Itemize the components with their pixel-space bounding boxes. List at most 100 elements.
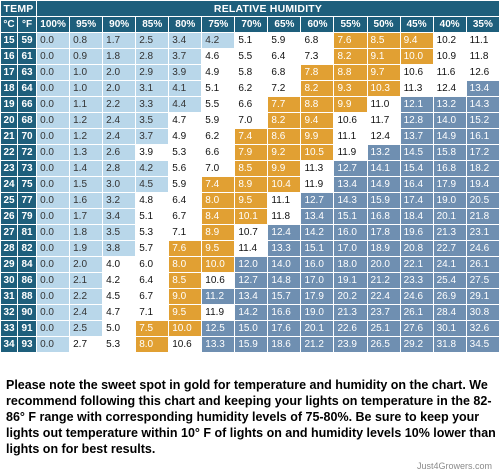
vpd-value-cell: 14.0 — [432, 112, 467, 129]
vpd-value-cell: 2.0 — [102, 80, 137, 97]
vpd-value-cell: 0.0 — [36, 304, 71, 321]
vpd-value-cell: 11.8 — [465, 48, 500, 65]
temp-celsius-cell: 17 — [0, 64, 19, 81]
vpd-value-cell: 7.1 — [168, 224, 203, 241]
vpd-value-cell: 16.0 — [333, 224, 368, 241]
table-row: 20 68 0.0 1.2 2.4 3.5 4.7 5.9 7.0 8.2 9.4 10.6 11.7 1… — [0, 112, 500, 129]
temp-celsius-cell: 24 — [0, 176, 19, 193]
vpd-value-cell: 0.0 — [36, 144, 71, 161]
vpd-value-cell: 1.2 — [69, 128, 104, 145]
vpd-value-cell: 0.0 — [36, 192, 71, 209]
temp-fahrenheit-cell: 68 — [17, 112, 38, 129]
vpd-value-cell: 11.9 — [300, 176, 335, 193]
vpd-value-cell: 12.4 — [366, 128, 401, 145]
vpd-value-cell: 23.9 — [333, 336, 368, 353]
temp-celsius-cell: 20 — [0, 112, 19, 129]
vpd-value-cell: 16.0 — [300, 256, 335, 273]
relative-humidity-header: RELATIVE HUMIDITY — [36, 0, 500, 17]
vpd-value-cell: 9.9 — [300, 128, 335, 145]
vpd-value-cell: 8.6 — [267, 128, 302, 145]
vpd-value-cell: 6.4 — [135, 272, 170, 289]
table-row: 28 82 0.0 1.9 3.8 5.7 7.6 9.5 11.4 13.3 15.1 17.0 18… — [0, 240, 500, 257]
vpd-value-cell: 3.8 — [102, 240, 137, 257]
vpd-value-cell: 8.5 — [234, 160, 269, 177]
humidity-column-header: 100% — [36, 16, 71, 33]
vpd-value-cell: 21.2 — [300, 336, 335, 353]
vpd-value-cell: 1.0 — [69, 80, 104, 97]
vpd-value-cell: 11.8 — [267, 208, 302, 225]
vpd-value-cell: 2.8 — [102, 160, 137, 177]
vpd-value-cell: 11.0 — [366, 96, 401, 113]
vpd-value-cell: 5.6 — [168, 160, 203, 177]
vpd-value-cell: 19.1 — [333, 272, 368, 289]
vpd-value-cell: 28.4 — [432, 304, 467, 321]
vpd-value-cell: 3.0 — [102, 176, 137, 193]
table-row: 21 70 0.0 1.2 2.4 3.7 4.9 6.2 7.4 8.6 9.9 11.1 12.4 1… — [0, 128, 500, 145]
humidity-column-header: 90% — [102, 16, 137, 33]
vpd-value-cell: 17.0 — [333, 240, 368, 257]
vpd-value-cell: 8.2 — [267, 112, 302, 129]
table-row: 17 63 0.0 1.0 2.0 2.9 3.9 4.9 5.8 6.8 7.8 8.8 9.7 10.… — [0, 64, 500, 81]
vpd-value-cell: 0.0 — [36, 32, 71, 49]
temp-celsius-cell: 25 — [0, 192, 19, 209]
vpd-value-cell: 7.0 — [201, 160, 236, 177]
vpd-value-cell: 17.6 — [267, 320, 302, 337]
vpd-value-cell: 15.7 — [267, 288, 302, 305]
vpd-value-cell: 0.0 — [36, 64, 71, 81]
vpd-value-cell: 24.6 — [465, 240, 500, 257]
temp-celsius-cell: 33 — [0, 320, 19, 337]
vpd-value-cell: 5.5 — [201, 96, 236, 113]
vpd-value-cell: 0.0 — [36, 240, 71, 257]
vpd-value-cell: 4.8 — [135, 192, 170, 209]
vpd-value-cell: 5.1 — [201, 80, 236, 97]
vpd-value-cell: 14.2 — [300, 224, 335, 241]
humidity-column-header: 95% — [69, 16, 104, 33]
vpd-value-cell: 26.1 — [465, 256, 500, 273]
vpd-value-cell: 7.4 — [201, 176, 236, 193]
vpd-value-cell: 3.5 — [102, 224, 137, 241]
temp-fahrenheit-cell: 64 — [17, 80, 38, 97]
vpd-value-cell: 9.0 — [168, 288, 203, 305]
vpd-value-cell: 10.4 — [267, 176, 302, 193]
vpd-value-cell: 25.1 — [366, 320, 401, 337]
vpd-value-cell: 15.0 — [234, 320, 269, 337]
humidity-column-header: 65% — [267, 16, 302, 33]
vpd-value-cell: 7.5 — [135, 320, 170, 337]
temp-celsius-cell: 19 — [0, 96, 19, 113]
vpd-value-cell: 4.9 — [201, 64, 236, 81]
vpd-value-cell: 4.7 — [102, 304, 137, 321]
vpd-value-cell: 1.7 — [69, 208, 104, 225]
vpd-value-cell: 1.6 — [69, 192, 104, 209]
vpd-value-cell: 9.9 — [333, 96, 368, 113]
vpd-value-cell: 7.1 — [135, 304, 170, 321]
vpd-value-cell: 11.9 — [201, 304, 236, 321]
temp-fahrenheit-cell: 81 — [17, 224, 38, 241]
vpd-value-cell: 10.1 — [234, 208, 269, 225]
vpd-value-cell: 1.1 — [69, 96, 104, 113]
vpd-value-cell: 20.0 — [366, 256, 401, 273]
vpd-value-cell: 23.1 — [465, 224, 500, 241]
vpd-value-cell: 2.4 — [102, 112, 137, 129]
vpd-value-cell: 14.1 — [366, 160, 401, 177]
vpd-value-cell: 5.9 — [267, 32, 302, 49]
vpd-value-cell: 16.8 — [432, 160, 467, 177]
vpd-value-cell: 29.2 — [399, 336, 434, 353]
vpd-value-cell: 2.2 — [102, 96, 137, 113]
vpd-value-cell: 15.4 — [399, 160, 434, 177]
vpd-value-cell: 7.7 — [267, 96, 302, 113]
vpd-value-cell: 5.1 — [234, 32, 269, 49]
table-row: 30 86 0.0 2.1 4.2 6.4 8.5 10.6 12.7 14.8 17.0 19.1 2… — [0, 272, 500, 289]
temp-celsius-cell: 30 — [0, 272, 19, 289]
table-row: 26 79 0.0 1.7 3.4 5.1 6.7 8.4 10.1 11.8 13.4 15.1 16… — [0, 208, 500, 225]
vpd-value-cell: 8.8 — [333, 64, 368, 81]
vpd-value-cell: 23.3 — [399, 272, 434, 289]
vpd-value-cell: 1.9 — [69, 240, 104, 257]
vpd-value-cell: 3.7 — [168, 48, 203, 65]
vpd-value-cell: 14.3 — [465, 96, 500, 113]
vpd-value-cell: 5.3 — [168, 144, 203, 161]
vpd-value-cell: 5.0 — [102, 320, 137, 337]
vpd-value-cell: 0.0 — [36, 224, 71, 241]
temp-celsius-cell: 27 — [0, 224, 19, 241]
vpd-value-cell: 10.2 — [432, 32, 467, 49]
vpd-value-cell: 0.9 — [69, 48, 104, 65]
